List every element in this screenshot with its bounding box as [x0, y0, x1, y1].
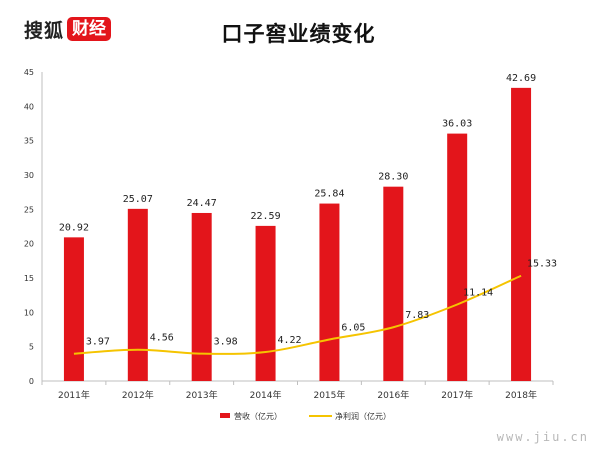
- legend-revenue-label: 营收（亿元）: [234, 411, 282, 421]
- x-tick-label: 2017年: [441, 389, 473, 401]
- revenue-bar: [447, 133, 468, 381]
- legend-profit-label: 净利润（亿元）: [335, 411, 391, 421]
- watermark: www.jiu.cn: [496, 430, 589, 444]
- net-profit-data-label: 4.22: [277, 335, 301, 346]
- y-tick-label: 20: [24, 240, 34, 249]
- net-profit-data-label: 3.97: [86, 337, 110, 348]
- revenue-bar: [127, 208, 148, 381]
- x-tick-label: 2013年: [186, 389, 218, 401]
- revenue-bar: [63, 237, 84, 381]
- revenue-data-label: 25.07: [123, 194, 153, 205]
- revenue-data-label: 20.92: [59, 222, 89, 233]
- revenue-bar: [255, 225, 276, 381]
- y-tick-label: 10: [24, 308, 34, 317]
- revenue-bar: [319, 203, 340, 381]
- net-profit-data-label: 3.98: [214, 337, 238, 348]
- y-tick-label: 35: [24, 137, 34, 146]
- revenue-data-label: 25.84: [314, 189, 344, 200]
- net-profit-data-label: 11.14: [463, 288, 493, 299]
- y-tick-label: 25: [24, 205, 34, 214]
- chart-title: 口子窖业绩变化: [221, 22, 376, 46]
- x-tick-label: 2018年: [505, 389, 537, 401]
- x-tick-label: 2014年: [250, 389, 282, 401]
- net-profit-data-label: 4.56: [150, 333, 174, 344]
- net-profit-data-label: 6.05: [341, 322, 365, 333]
- y-tick-label: 15: [24, 274, 34, 283]
- x-tick-label: 2015年: [313, 389, 345, 401]
- revenue-data-label: 22.59: [251, 211, 281, 222]
- sohu-finance-logo: 搜狐 财经: [24, 17, 112, 42]
- logo-brand-right: 财经: [67, 17, 112, 41]
- y-tick-label: 40: [24, 102, 34, 111]
- revenue-data-label: 28.30: [378, 172, 408, 183]
- x-tick-label: 2011年: [58, 389, 90, 401]
- revenue-bar: [511, 87, 532, 381]
- x-tick-label: 2016年: [377, 389, 409, 401]
- y-tick-label: 45: [24, 68, 34, 77]
- revenue-data-label: 36.03: [442, 119, 472, 130]
- x-tick-label: 2012年: [122, 389, 154, 401]
- logo-brand-left: 搜狐: [24, 19, 65, 42]
- y-tick-label: 30: [24, 171, 34, 180]
- net-profit-data-label: 7.83: [405, 310, 429, 321]
- revenue-data-label: 24.47: [187, 198, 217, 209]
- revenue-bar: [383, 186, 404, 381]
- revenue-bar: [191, 212, 212, 381]
- net-profit-data-label: 15.33: [527, 259, 557, 270]
- y-tick-label: 0: [29, 377, 34, 386]
- revenue-data-label: 42.69: [506, 73, 536, 84]
- net-profit-line: [73, 274, 522, 355]
- y-tick-label: 5: [29, 343, 34, 352]
- legend-revenue-swatch: [220, 413, 230, 418]
